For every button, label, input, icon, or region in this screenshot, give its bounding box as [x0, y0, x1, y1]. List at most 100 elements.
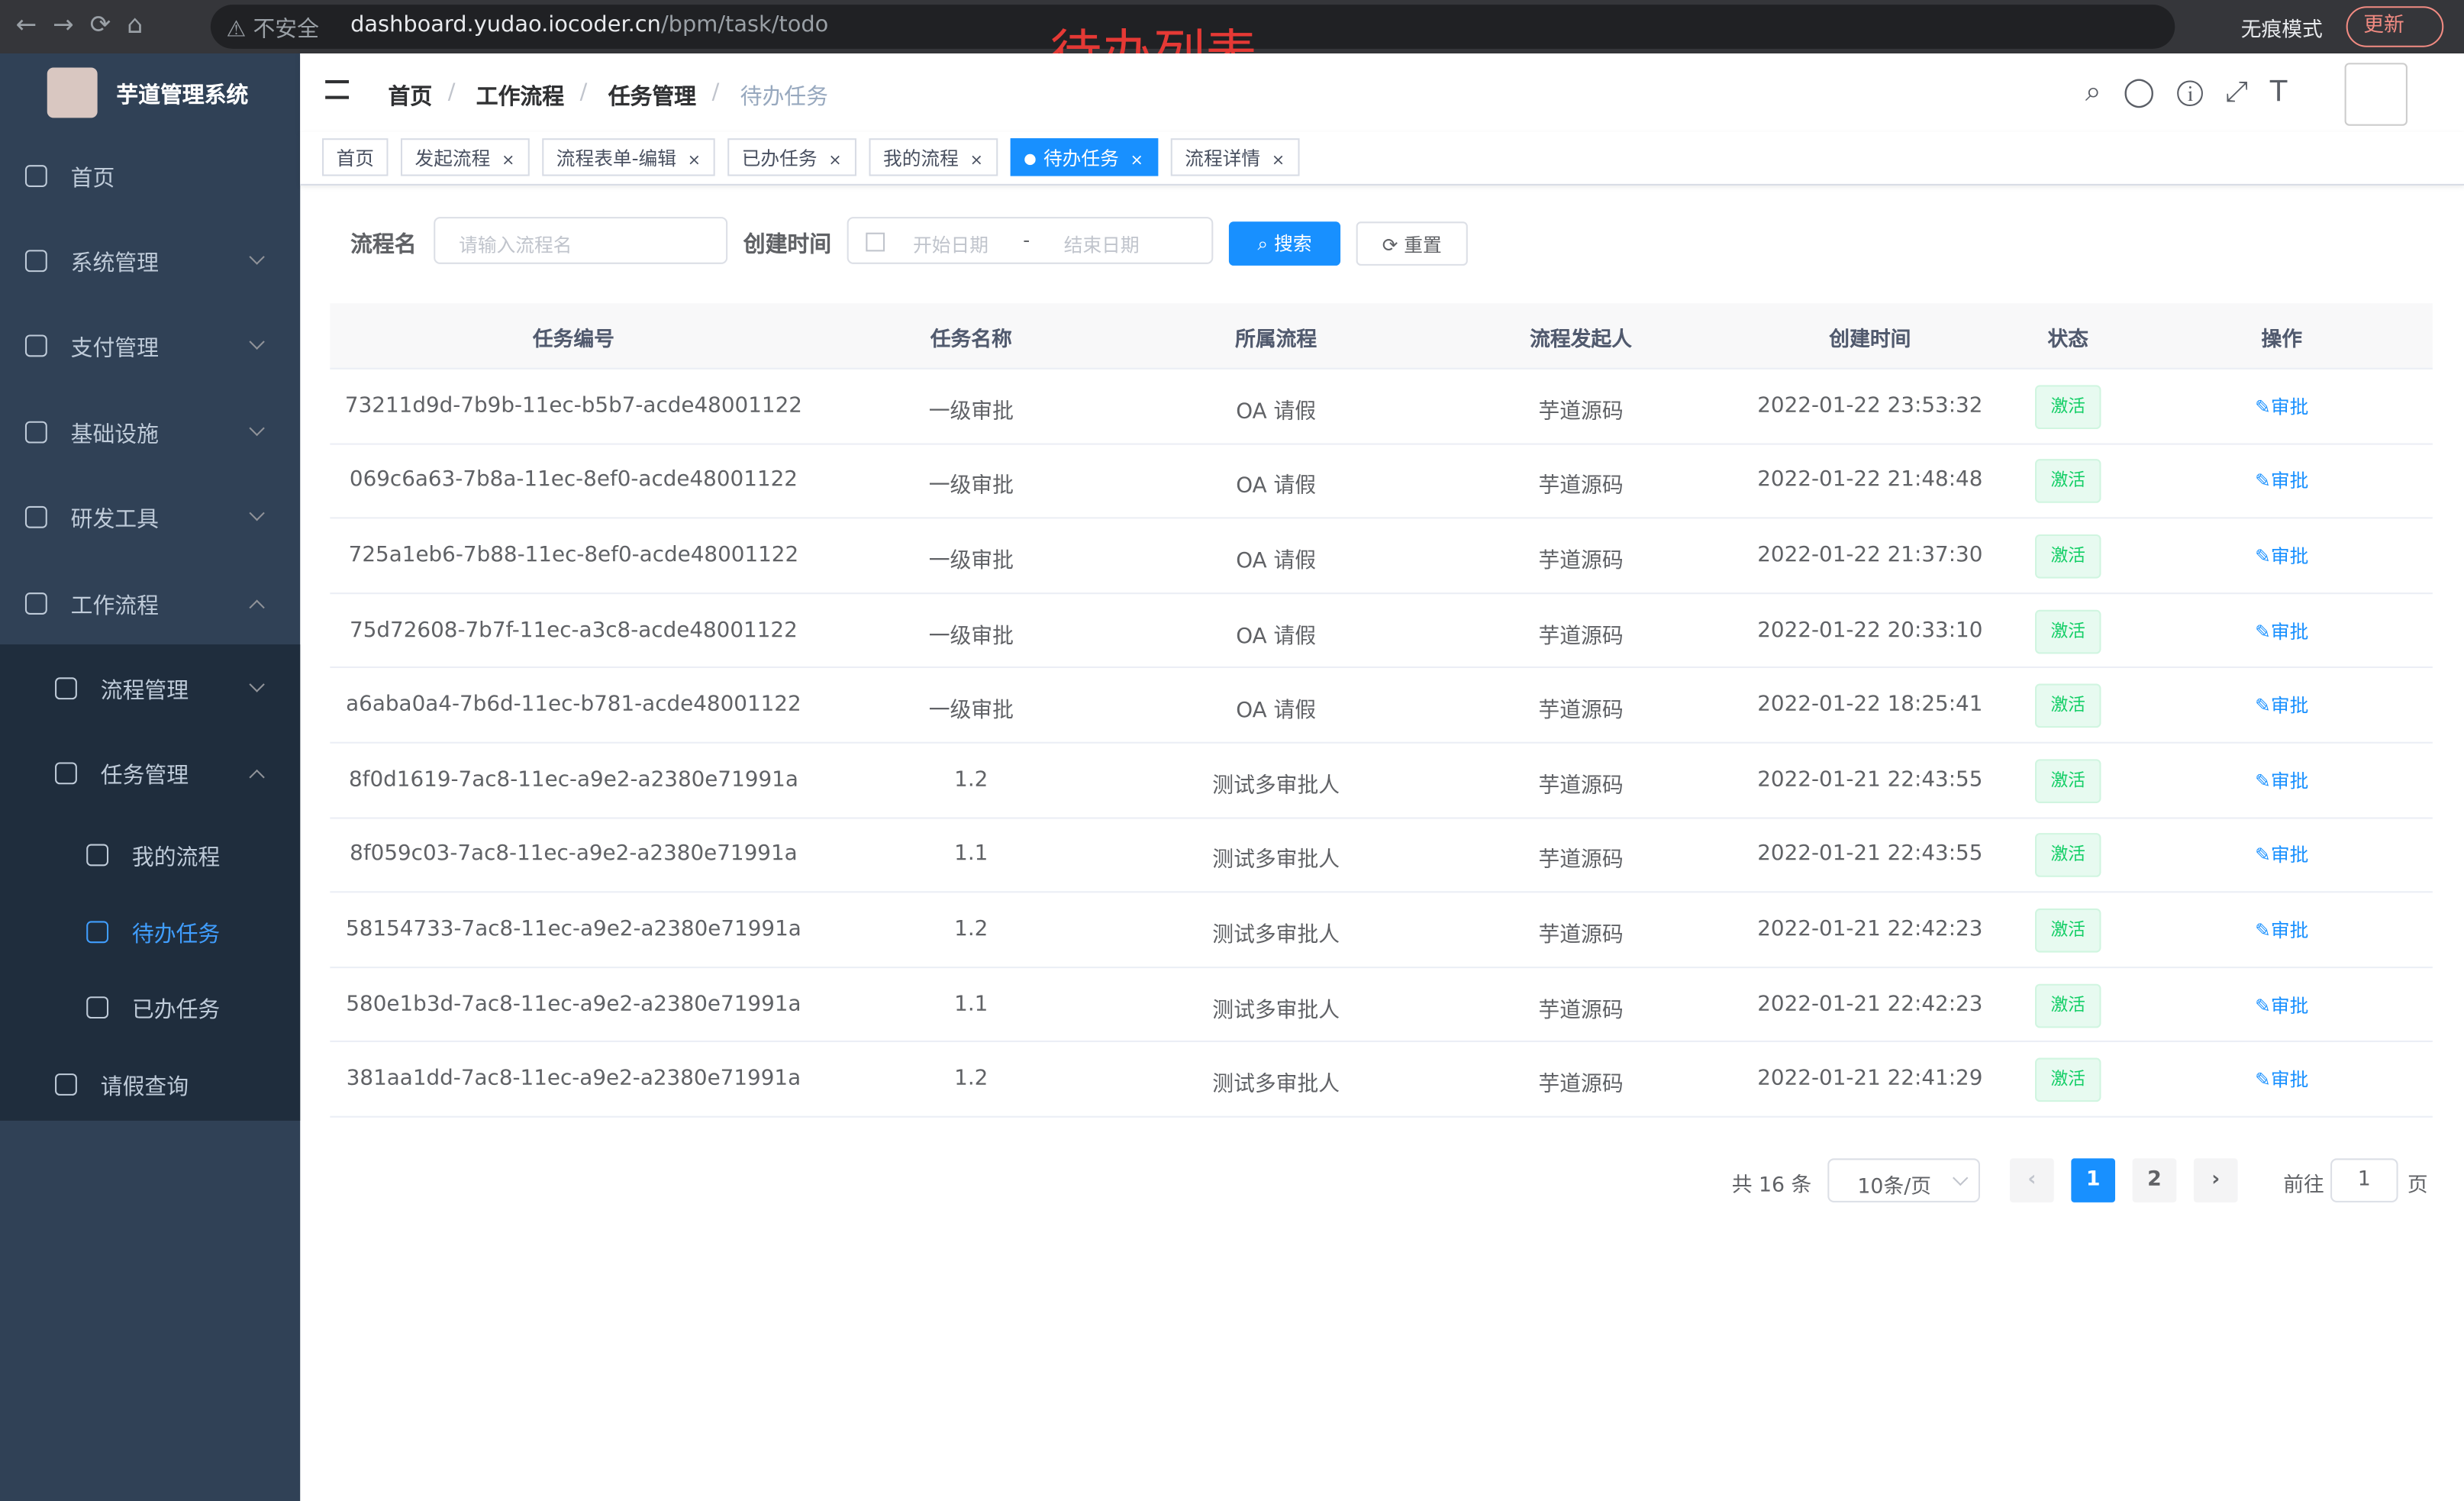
address-bar[interactable]: ⚠ 不安全 dashboard.yudao.iocoder.cn/bpm/tas…: [210, 5, 2175, 49]
tag-label: 我的流程: [882, 147, 959, 170]
button-label: 重置: [1404, 234, 1442, 257]
status-tag: 激活: [2035, 459, 2101, 504]
nav-buttons[interactable]: ← → ⟳ ⌂: [15, 9, 144, 40]
approve-link[interactable]: ✎审批: [2255, 994, 2309, 1017]
goto-label: 前往: [2283, 1173, 2324, 1198]
table-row: [330, 968, 2433, 1043]
next[interactable]: ›: [2193, 1158, 2238, 1202]
tag[interactable]: 发起流程 ×: [400, 138, 529, 176]
approve-link[interactable]: ✎审批: [2255, 1069, 2309, 1092]
approve-link[interactable]: ✎审批: [2255, 919, 2309, 942]
cell: 1.1: [954, 991, 989, 1017]
breadcrumb-item[interactable]: 工作流程: [476, 85, 565, 111]
toolbar-icons[interactable]: ⌕◯ⓘ⤢T: [2085, 75, 2310, 109]
page-number[interactable]: 2: [2132, 1158, 2177, 1202]
table-row: [330, 370, 2433, 444]
approve-link[interactable]: ✎审批: [2255, 545, 2309, 568]
tag-label: 发起流程: [414, 147, 491, 170]
link-label: 审批: [2270, 695, 2309, 718]
cell: 一级审批: [928, 548, 1014, 574]
tag-label: 已办任务: [741, 147, 818, 170]
table-row: [330, 519, 2433, 594]
menu-item[interactable]: 首页: [70, 166, 115, 192]
menu-item[interactable]: 已办任务: [131, 998, 221, 1024]
tag[interactable]: 已办任务 ×: [727, 138, 856, 176]
search-button[interactable]: ⌕ 搜索: [1228, 221, 1341, 266]
tag[interactable]: 待办任务 ×: [1010, 138, 1158, 176]
date-range[interactable]: 开始日期 - 结束日期: [847, 217, 1214, 264]
tag[interactable]: 首页: [322, 138, 389, 176]
url: dashboard.yudao.iocoder.cn/bpm/task/todo: [350, 12, 828, 37]
reset-button[interactable]: ⟳ 重置: [1356, 221, 1468, 266]
placeholder: 开始日期: [913, 234, 989, 257]
select-arrow: [1953, 1170, 1969, 1186]
table-row: [330, 744, 2433, 818]
incognito: 无痕模式: [2240, 18, 2323, 43]
menu-item[interactable]: 请假查询: [100, 1075, 189, 1101]
navbar: ⌕◯ⓘ⤢T 首页 / 工作流程 / 任务管理 / 待办任务: [300, 53, 2464, 132]
tag[interactable]: 流程详情 ×: [1170, 138, 1299, 176]
approve-link[interactable]: ✎审批: [2255, 695, 2309, 718]
tag[interactable]: 流程表单-编辑 ×: [542, 138, 715, 176]
cell: 一级审批: [928, 623, 1014, 649]
cell: 芋道源码: [1538, 922, 1624, 948]
cell: 芋道源码: [1538, 473, 1624, 499]
menu-item[interactable]: 基础设施: [70, 422, 159, 448]
menu-icon: [55, 762, 77, 785]
range-sep: -: [1023, 229, 1030, 252]
menu-icon: [24, 505, 47, 528]
link-label: 审批: [2270, 620, 2309, 643]
menu-item[interactable]: 流程管理: [100, 679, 189, 705]
cell: 一级审批: [928, 473, 1014, 499]
column-header: 操作: [2261, 328, 2303, 353]
cell: 1.2: [954, 767, 989, 792]
cell: 测试多审批人: [1212, 773, 1340, 799]
page-number[interactable]: 1: [2071, 1158, 2116, 1202]
column-header: 流程发起人: [1530, 328, 1632, 353]
url-path: /bpm/task/todo: [660, 12, 829, 38]
menu-icon: [86, 921, 109, 944]
menu-item[interactable]: 研发工具: [70, 507, 159, 533]
menu-item[interactable]: 任务管理: [100, 763, 189, 789]
menu-item[interactable]: 我的流程: [131, 845, 221, 871]
avatar[interactable]: [2344, 63, 2408, 126]
approve-link[interactable]: ✎审批: [2255, 395, 2309, 418]
menu-icon: [24, 334, 47, 357]
cell: 8f059c03-7ac8-11ec-a9e2-a2380e71991a: [350, 841, 798, 867]
breadcrumb-item[interactable]: 首页: [388, 85, 433, 111]
cell: OA 请假: [1236, 623, 1317, 649]
menu-item[interactable]: 待办任务: [131, 922, 221, 948]
menu-icon: [24, 250, 47, 273]
table-row: [330, 893, 2433, 968]
approve-link[interactable]: ✎审批: [2255, 620, 2309, 643]
approve-link[interactable]: ✎审批: [2255, 470, 2309, 493]
name-input[interactable]: 请输入流程名: [434, 217, 728, 264]
prev[interactable]: ‹: [2010, 1158, 2054, 1202]
status-tag: 激活: [2035, 1057, 2101, 1102]
cell: 芋道源码: [1538, 773, 1624, 799]
link-label: 审批: [2270, 470, 2309, 493]
page-size[interactable]: 10条/页: [1827, 1158, 1980, 1202]
menu-item[interactable]: 工作流程: [70, 594, 159, 620]
update-button[interactable]: 更新: [2346, 6, 2444, 47]
link-label: 审批: [2270, 994, 2309, 1017]
link-label: 审批: [2270, 919, 2309, 942]
table-row: [330, 818, 2433, 893]
breadcrumb-item[interactable]: 任务管理: [608, 85, 697, 111]
button-label: 搜索: [1274, 232, 1312, 255]
tag[interactable]: 我的流程 ×: [869, 138, 998, 176]
table-row: [330, 669, 2433, 744]
goto-input[interactable]: 1: [2330, 1158, 2398, 1202]
hamburger[interactable]: [325, 79, 350, 99]
status-tag: 激活: [2035, 983, 2101, 1028]
approve-link[interactable]: ✎审批: [2255, 844, 2309, 867]
menu-item[interactable]: 支付管理: [70, 336, 159, 362]
menu-item[interactable]: 系统管理: [70, 251, 159, 277]
cell: 芋道源码: [1538, 847, 1624, 873]
browser-bar: ← → ⟳ ⌂ ⚠ 不安全 dashboard.yudao.iocoder.cn…: [0, 0, 2464, 53]
menu-icon: [86, 996, 109, 1019]
total: 共 16 条: [1731, 1173, 1812, 1198]
page-size-label: 10条/页: [1857, 1175, 1932, 1199]
cell: 8f0d1619-7ac8-11ec-a9e2-a2380e71991a: [348, 767, 798, 792]
approve-link[interactable]: ✎审批: [2255, 770, 2309, 792]
